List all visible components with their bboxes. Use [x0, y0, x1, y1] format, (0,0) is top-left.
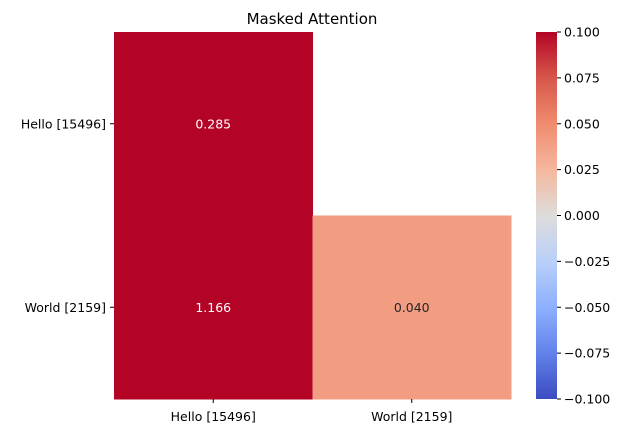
colorbar-tick-label: 0.050	[564, 116, 600, 131]
cell-value-label: 0.285	[195, 116, 231, 131]
colorbar	[536, 32, 557, 399]
y-tick-label: World [2159]	[25, 300, 106, 315]
x-tick-label: Hello [15496]	[171, 409, 256, 424]
colorbar-tick-label: 0.075	[564, 70, 600, 85]
colorbar-tick-label: −0.050	[564, 300, 610, 315]
colorbar-axis: 0.100 0.075 0.050 0.025 0.000 −0.025 −0.050 −0.…	[557, 25, 610, 407]
y-tick-label: Hello [15496]	[21, 116, 106, 131]
x-axis: Hello [15496] World [2159]	[171, 399, 452, 424]
colorbar-tick-label: −0.025	[564, 254, 610, 269]
colorbar-tick-label: −0.075	[564, 346, 610, 361]
colorbar-tick-label: −0.100	[564, 392, 610, 407]
chart-title: Masked Attention	[247, 10, 378, 28]
heatmap-cell	[114, 215, 313, 400]
heatmap-cells: 0.285 1.166 0.040	[114, 32, 512, 400]
colorbar-tick-label: 0.025	[564, 162, 600, 177]
y-axis: Hello [15496] World [2159]	[21, 116, 114, 315]
cell-value-label: 0.040	[394, 300, 430, 315]
colorbar-tick-label: 0.000	[564, 208, 600, 223]
x-tick-label: World [2159]	[371, 409, 452, 424]
heatmap-cell	[312, 215, 512, 400]
cell-value-label: 1.166	[195, 300, 231, 315]
colorbar-tick-label: 0.100	[564, 25, 600, 40]
heatmap-cell	[114, 32, 313, 216]
